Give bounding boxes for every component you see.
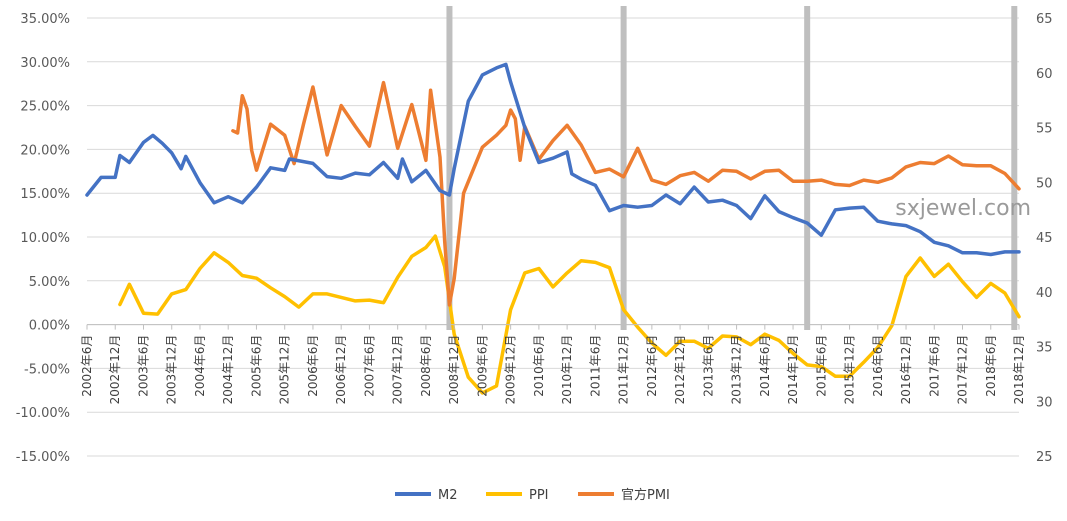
watermark: sxjewel.com — [895, 196, 1031, 221]
x-tick-label: 2012年6月 — [645, 335, 659, 397]
x-tick-label: 2011年6月 — [588, 335, 602, 397]
event-marker — [1011, 6, 1018, 330]
right-tick-label: 25 — [1036, 450, 1053, 465]
right-tick-label: 65 — [1036, 12, 1053, 27]
x-tick-label: 2003年12月 — [165, 335, 179, 405]
legend: M2 PPI 官方PMI — [395, 487, 670, 503]
right-tick-label: 60 — [1036, 67, 1053, 82]
legend-label: 官方PMI — [621, 487, 670, 503]
x-tick-label: 2017年12月 — [956, 335, 970, 405]
x-tick-label: 2007年12月 — [391, 335, 405, 405]
left-tick-label: -15.00% — [16, 450, 70, 465]
x-tick-label: 2013年6月 — [701, 335, 715, 397]
right-tick-label: 50 — [1036, 176, 1053, 191]
x-tick-label: 2010年6月 — [532, 335, 546, 397]
x-tick-label: 2018年12月 — [1012, 335, 1026, 405]
x-tick-label: 2017年6月 — [927, 335, 941, 397]
x-tick-label: 2004年6月 — [193, 335, 207, 397]
x-tick-label: 2003年6月 — [136, 335, 150, 397]
x-tick-label: 2016年12月 — [899, 335, 913, 405]
x-tick-label: 2008年12月 — [447, 335, 461, 405]
event-marker — [446, 6, 453, 330]
x-tick-label: 2007年6月 — [362, 335, 376, 397]
right-tick-label: 55 — [1036, 122, 1053, 137]
left-tick-label: 10.00% — [20, 231, 70, 246]
x-tick-label: 2006年6月 — [306, 335, 320, 397]
x-tick-label: 2002年6月 — [80, 335, 94, 397]
x-tick-label: 2015年6月 — [814, 335, 828, 397]
x-axis-ticks: 2002年6月 2002年12月 2003年6月 2003年12月 2004年6月 200… — [80, 324, 1026, 405]
left-tick-label: 5.00% — [29, 275, 70, 290]
x-tick-label: 2009年6月 — [475, 335, 489, 397]
left-tick-label: 25.00% — [20, 100, 70, 115]
right-tick-label: 45 — [1036, 231, 1053, 246]
left-tick-label: 0.00% — [29, 319, 70, 334]
x-tick-label: 2008年6月 — [419, 335, 433, 397]
x-tick-label: 2011年12月 — [617, 335, 631, 405]
x-tick-label: 2014年6月 — [758, 335, 772, 397]
series-lines — [85, 62, 1021, 395]
x-tick-label: 2002年12月 — [108, 335, 122, 405]
x-tick-label: 2006年12月 — [334, 335, 348, 405]
x-tick-label: 2005年6月 — [249, 335, 263, 397]
x-tick-label: 2018年6月 — [984, 335, 998, 397]
x-tick-label: 2012年12月 — [673, 335, 687, 405]
right-tick-label: 35 — [1036, 341, 1053, 356]
right-axis-ticks: 25 30 35 40 45 50 55 60 65 — [1036, 12, 1053, 465]
x-tick-label: 2015年12月 — [843, 335, 857, 405]
left-tick-label: 35.00% — [20, 12, 70, 27]
series-line-2 — [231, 80, 1021, 307]
right-tick-label: 30 — [1036, 395, 1053, 410]
left-tick-label: 15.00% — [20, 187, 70, 202]
legend-label: PPI — [529, 488, 549, 503]
x-tick-label: 2010年12月 — [560, 335, 574, 405]
event-markers — [446, 6, 1018, 330]
gridlines — [87, 17, 1019, 457]
left-axis-ticks: -15.00% -10.00% -5.00% 0.00% 5.00% 10.00% 15.0… — [16, 12, 70, 465]
x-tick-label: 2004年12月 — [221, 335, 235, 405]
event-marker — [620, 6, 627, 330]
left-tick-label: -5.00% — [24, 362, 70, 377]
x-tick-label: 2016年6月 — [871, 335, 885, 397]
series-line-1 — [118, 234, 1021, 395]
x-tick-label: 2009年12月 — [504, 335, 518, 405]
x-tick-label: 2014年12月 — [786, 335, 800, 405]
right-tick-label: 40 — [1036, 286, 1053, 301]
event-marker — [804, 6, 811, 330]
left-tick-label: 30.00% — [20, 56, 70, 71]
legend-label: M2 — [438, 488, 458, 503]
series-line-0 — [85, 62, 1021, 257]
x-tick-label: 2005年12月 — [278, 335, 292, 405]
left-tick-label: 20.00% — [20, 143, 70, 158]
left-tick-label: -10.00% — [16, 406, 70, 421]
x-tick-label: 2013年12月 — [730, 335, 744, 405]
